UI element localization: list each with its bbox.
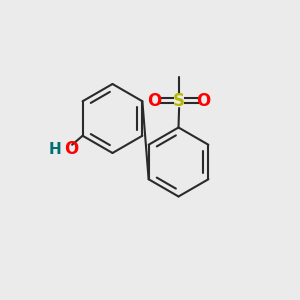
Text: S: S — [173, 92, 185, 110]
Text: O: O — [196, 92, 211, 110]
Text: O: O — [64, 140, 79, 158]
Text: O: O — [147, 92, 162, 110]
Text: H: H — [48, 142, 61, 157]
